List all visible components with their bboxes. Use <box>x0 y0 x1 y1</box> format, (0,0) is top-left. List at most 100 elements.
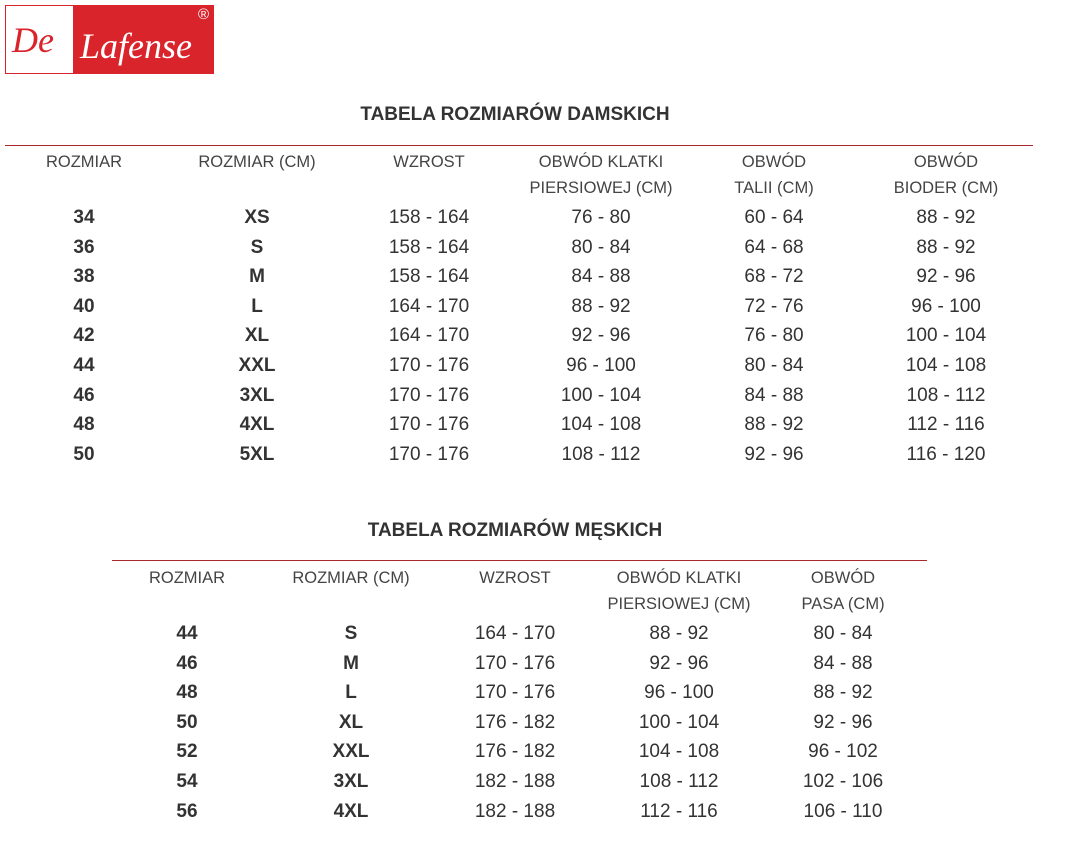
table-cell: 158 - 164 <box>388 266 470 288</box>
table-cell: 182 - 188 <box>474 800 556 822</box>
header-line: PASA (CM) <box>801 595 885 613</box>
table-cell: 76 - 80 <box>744 325 804 347</box>
table-cell: 44 <box>73 355 95 376</box>
header-line <box>198 175 315 201</box>
table-cell: 182 - 188 <box>474 771 556 792</box>
table-cell: M <box>343 652 359 674</box>
table-cell: 112 - 116 <box>640 800 718 822</box>
table-cell: 116 - 120 <box>906 443 986 465</box>
table-cell: 80 - 84 <box>744 355 804 376</box>
column-header: OBWÓD PASA (CM) <box>801 565 884 617</box>
table-cell: 96 - 100 <box>911 295 981 317</box>
table-cell: 46 <box>73 384 95 406</box>
table-cell: 104 - 108 <box>905 355 987 376</box>
table-cell: 92 - 96 <box>571 325 631 347</box>
table-cell: 3XL <box>239 384 275 406</box>
table-cell: 52 <box>176 741 198 763</box>
column-header: ROZMIAR <box>149 565 225 617</box>
header-line: WZROST <box>393 153 465 171</box>
table-cell: 44 <box>176 623 198 644</box>
table-cell: 176 - 182 <box>474 711 556 733</box>
table-cell: 170 - 176 <box>388 384 470 406</box>
table-cell: 170 - 176 <box>388 414 470 436</box>
header-line <box>149 591 225 617</box>
registered-mark: ® <box>197 6 209 23</box>
table-cell: 106 - 110 <box>803 800 883 822</box>
table-cell: 158 - 164 <box>388 236 470 258</box>
table-cell: S <box>344 623 358 644</box>
table-cell: 88 - 92 <box>916 236 976 258</box>
table-cell: XL <box>338 711 364 733</box>
table-cell: 48 <box>73 414 95 436</box>
table-cell: S <box>250 236 264 258</box>
column-header: ROZMIAR (CM) <box>292 565 409 617</box>
column-header: ROZMIAR <box>46 149 122 201</box>
logo-de: De <box>12 20 54 60</box>
header-line: ROZMIAR <box>148 569 226 587</box>
table-cell: 84 - 88 <box>571 266 631 288</box>
table-cell: 68 - 72 <box>744 266 804 288</box>
table-cell: 164 - 170 <box>388 295 470 317</box>
table-cell: XXL <box>332 741 370 763</box>
header-line: PIERSIOWEJ (CM) <box>607 595 751 613</box>
header-line <box>292 591 409 617</box>
table-cell: XS <box>244 207 270 228</box>
header-line: BIODER (CM) <box>893 179 999 197</box>
column-header: OBWÓD KLATKI PIERSIOWEJ (CM) <box>608 565 751 617</box>
table-cell: 88 - 92 <box>916 207 976 228</box>
header-line: OBWÓD <box>913 153 979 171</box>
table-cell: 50 <box>73 443 95 465</box>
header-line <box>46 175 122 201</box>
table-cell: 96 - 102 <box>808 741 878 763</box>
header-line <box>479 591 551 617</box>
brand-logo: De Lafense ® <box>5 5 214 74</box>
table-cell: 38 <box>73 266 95 288</box>
table-cell: 112 - 116 <box>907 414 985 436</box>
table-cell: 34 <box>73 207 95 228</box>
table-cell: 48 <box>176 682 198 704</box>
table-cell: 84 - 88 <box>744 384 804 406</box>
table-cell: 4XL <box>239 414 275 436</box>
table-cell: 56 <box>176 800 198 822</box>
table-cell: 170 - 176 <box>474 682 556 704</box>
table-cell: M <box>249 266 265 288</box>
table-cell: 64 - 68 <box>744 236 804 258</box>
table-cell: 170 - 176 <box>388 355 470 376</box>
table-cell: 54 <box>176 771 198 792</box>
table-cell: 170 - 176 <box>388 443 470 465</box>
women-divider <box>5 145 1033 146</box>
table-cell: 3XL <box>333 771 369 792</box>
table-cell: 170 - 176 <box>474 652 556 674</box>
table-cell: 88 - 92 <box>744 414 804 436</box>
header-line: ROZMIAR (CM) <box>198 153 316 171</box>
women-table-title: TABELA ROZMIARÓW DAMSKICH <box>360 104 670 125</box>
table-cell: 96 - 100 <box>644 682 714 704</box>
table-cell: 50 <box>176 711 198 733</box>
table-cell: 36 <box>73 236 95 258</box>
table-cell: 5XL <box>239 443 275 465</box>
table-cell: 100 - 104 <box>638 711 720 733</box>
table-cell: 92 - 96 <box>649 652 709 674</box>
column-header: OBWÓD KLATKI PIERSIOWEJ (CM) <box>530 149 673 201</box>
table-cell: 80 - 84 <box>813 623 873 644</box>
table-cell: 46 <box>176 652 198 674</box>
table-cell: 108 - 112 <box>906 384 986 406</box>
column-header: OBWÓD BIODER (CM) <box>894 149 999 201</box>
table-cell: 164 - 170 <box>474 623 556 644</box>
table-cell: 164 - 170 <box>388 325 470 347</box>
table-cell: 102 - 106 <box>802 771 884 792</box>
logo-lafense: Lafense <box>80 26 192 66</box>
table-cell: 104 - 108 <box>560 414 642 436</box>
header-line: OBWÓD KLATKI <box>538 153 664 171</box>
table-cell: 108 - 112 <box>561 443 641 465</box>
table-cell: 84 - 88 <box>813 652 873 674</box>
header-line: OBWÓD KLATKI <box>616 569 742 587</box>
header-line: OBWÓD <box>741 153 807 171</box>
table-cell: 92 - 96 <box>813 711 873 733</box>
header-line: PIERSIOWEJ (CM) <box>529 179 673 197</box>
table-cell: 76 - 80 <box>571 207 631 228</box>
header-line: OBWÓD <box>810 569 876 587</box>
table-cell: L <box>251 295 263 317</box>
table-cell: 42 <box>73 325 95 347</box>
table-cell: 88 - 92 <box>571 295 631 317</box>
